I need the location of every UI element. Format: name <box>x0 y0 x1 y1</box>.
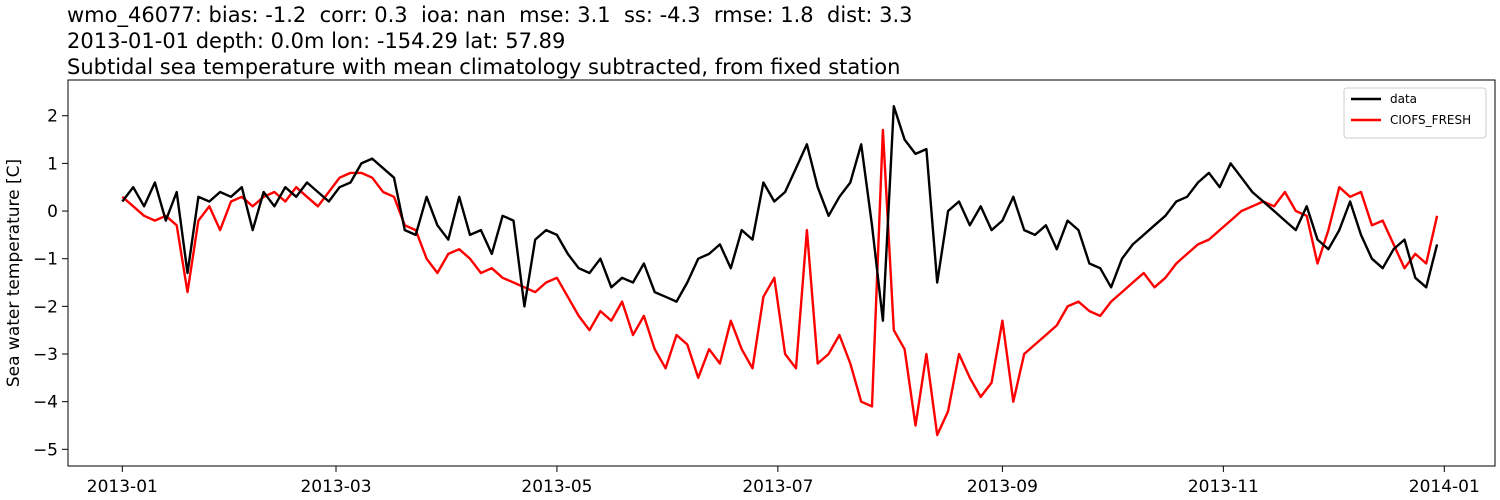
series-line-data <box>121 104 1439 322</box>
y-axis-label: Sea water temperature [C] <box>4 159 24 387</box>
chart-title-description: Subtidal sea temperature with mean clima… <box>67 55 901 79</box>
chart-title-stats: wmo_46077: bias: -1.2 corr: 0.3 ioa: nan… <box>67 3 913 27</box>
y-axis: 2 1 0 −1 −2 −3 −4 −5 <box>33 107 68 460</box>
x-tick-label: 2013-05 <box>521 477 592 497</box>
x-tick-label: 2013-09 <box>967 477 1038 497</box>
x-tick-label: 2013-01 <box>87 477 158 497</box>
x-axis: 2013-01 2013-03 2013-05 2013-07 2013-09 2013-… <box>87 466 1480 497</box>
series-line-ciofs-fresh <box>121 128 1439 437</box>
chart-title-location: 2013-01-01 depth: 0.0m lon: -154.29 lat:… <box>67 29 566 53</box>
x-tick-label: 2014-01 <box>1409 477 1480 497</box>
legend-label-data: data <box>1390 92 1417 106</box>
y-tick-label: −2 <box>33 297 58 317</box>
y-tick-label: 0 <box>47 202 58 222</box>
y-tick-label: −3 <box>33 345 58 365</box>
plot-frame <box>67 79 1496 467</box>
legend: data CIOFS_FRESH <box>1343 87 1487 139</box>
x-tick-label: 2013-07 <box>742 477 813 497</box>
y-tick-label: 1 <box>47 154 58 174</box>
legend-box <box>1343 87 1487 139</box>
y-tick-label: −4 <box>33 393 58 413</box>
y-tick-label: −1 <box>33 250 58 270</box>
x-tick-label: 2013-11 <box>1188 477 1259 497</box>
legend-label-ciofs-fresh: CIOFS_FRESH <box>1390 113 1471 127</box>
y-tick-label: −5 <box>33 440 58 460</box>
y-tick-label: 2 <box>47 107 58 127</box>
x-tick-label: 2013-03 <box>300 477 371 497</box>
series-layer <box>121 104 1439 437</box>
